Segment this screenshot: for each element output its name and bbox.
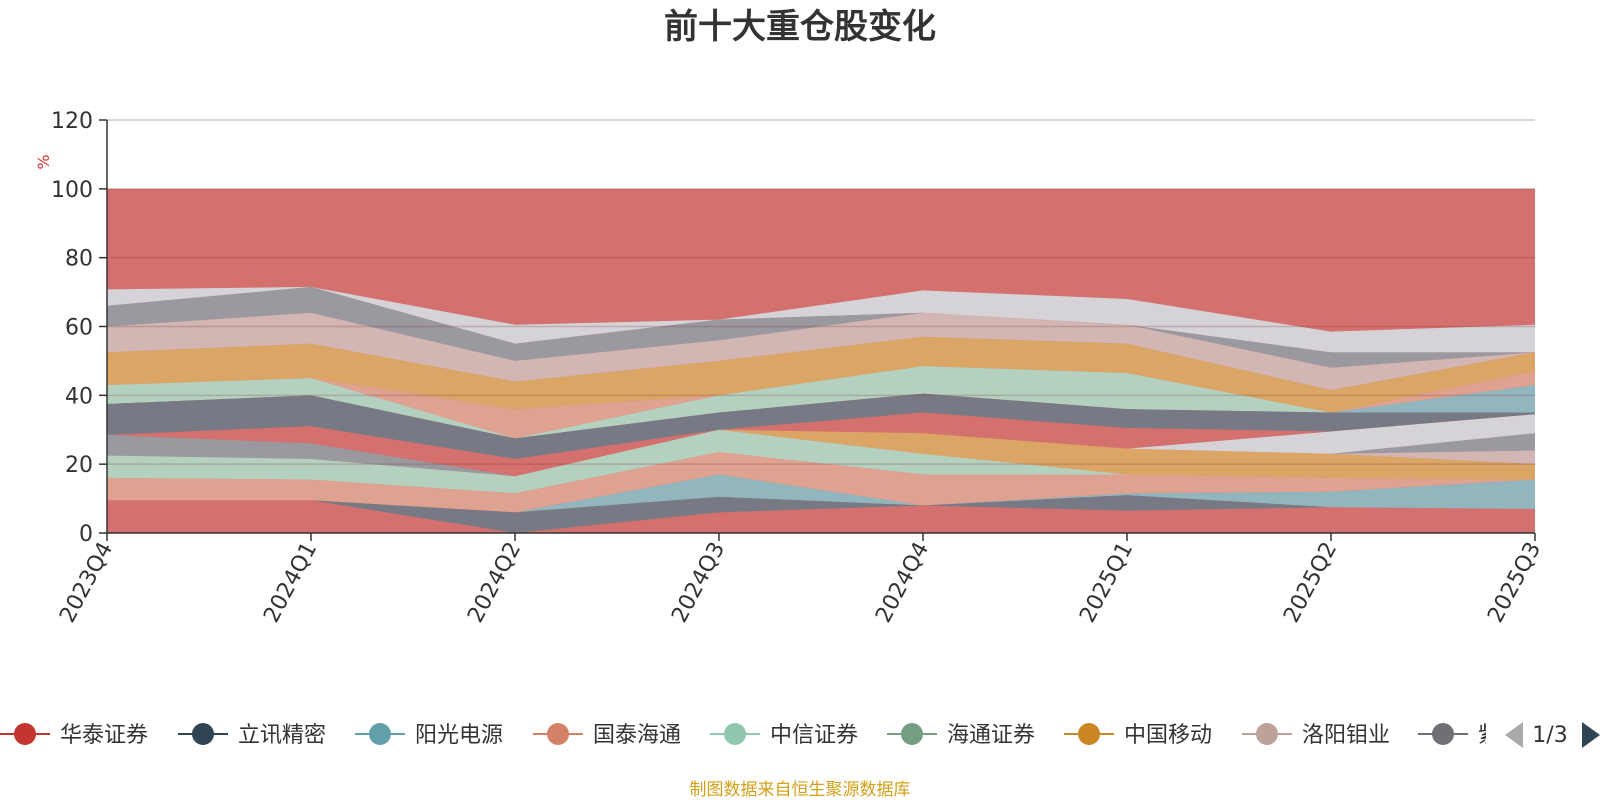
legend-label: 紫	[1478, 723, 1500, 748]
legend-label: 阳光电源	[415, 723, 503, 748]
legend-marker-icon	[724, 723, 746, 745]
area-band	[107, 474, 1535, 513]
area-band	[107, 429, 1535, 480]
legend-label: 中国移动	[1124, 723, 1212, 748]
legend-label: 中信证券	[770, 723, 858, 748]
area-bands	[107, 188, 1535, 534]
area-band	[107, 414, 1535, 477]
legend-prev-icon[interactable]	[1505, 722, 1523, 748]
legend-next-icon[interactable]	[1582, 722, 1600, 748]
source-note: 制图数据来自恒生聚源数据库	[690, 780, 911, 800]
legend-item[interactable]: 洛阳钼业	[1242, 723, 1390, 748]
area-band	[107, 366, 1535, 439]
legend-page-indicator: 1/3	[1532, 723, 1567, 748]
legend-item[interactable]: 立讯精密	[178, 723, 326, 748]
legend-marker-icon	[547, 723, 569, 745]
x-tick-label: 2023Q4	[55, 538, 118, 627]
y-tick-label: 120	[51, 109, 93, 134]
legend-marker-icon	[192, 723, 214, 745]
area-band	[107, 336, 1535, 413]
chart-title: 前十大重仓股变化	[664, 7, 936, 47]
legend-label: 华泰证券	[60, 723, 148, 748]
legend-marker-icon	[1432, 723, 1454, 745]
x-tick-label: 2024Q2	[463, 538, 526, 627]
legend-item[interactable]: 中信证券	[710, 723, 858, 748]
area-band	[107, 312, 1535, 391]
legend-marker-icon	[369, 723, 391, 745]
y-tick-label: 40	[65, 384, 93, 409]
x-tick-label: 2025Q1	[1075, 538, 1138, 627]
legend-marker-icon	[1256, 723, 1278, 745]
legend-item[interactable]: 华泰证券	[0, 723, 148, 748]
legend-label: 立讯精密	[238, 723, 326, 748]
legend-item[interactable]: 紫	[1418, 723, 1500, 748]
legend-item[interactable]: 中国移动	[1064, 723, 1212, 748]
y-tick-label: 60	[65, 316, 93, 341]
area-band	[107, 286, 1535, 368]
y-axis-unit: %	[34, 154, 53, 169]
legend-marker-icon	[14, 723, 36, 745]
legend-pager: 1/3	[1505, 722, 1600, 748]
area-band	[107, 393, 1535, 460]
area-band	[107, 452, 1535, 513]
legend-label: 洛阳钼业	[1302, 723, 1390, 748]
area-band	[107, 412, 1535, 477]
legend-item[interactable]: 海通证券	[887, 723, 1035, 748]
y-tick-label: 100	[51, 178, 93, 203]
y-tick-label: 20	[65, 453, 93, 478]
area-band	[107, 286, 1535, 353]
area-band	[107, 495, 1535, 533]
legend-marker-icon	[901, 723, 923, 745]
x-tick-label: 2025Q3	[1483, 538, 1546, 627]
x-tick-label: 2024Q1	[259, 538, 322, 627]
legend: 华泰证券 立讯精密 阳光电源 国泰海通 中信证券 海通证券 中国移动 洛阳钼业 紫	[0, 723, 1500, 748]
x-tick-label: 2024Q3	[667, 538, 730, 627]
legend-item[interactable]: 阳光电源	[355, 723, 503, 748]
gridlines	[107, 119, 1535, 465]
x-tick-label: 2025Q2	[1279, 538, 1342, 627]
y-tick-label: 0	[79, 522, 93, 547]
legend-label: 国泰海通	[593, 723, 681, 748]
x-tick-label: 2024Q4	[871, 538, 934, 627]
y-tick-label: 80	[65, 247, 93, 272]
area-band	[107, 429, 1535, 494]
area-band	[107, 366, 1535, 439]
legend-label: 海通证券	[947, 723, 1035, 748]
legend-item[interactable]: 国泰海通	[533, 723, 681, 748]
legend-marker-icon	[1078, 723, 1100, 745]
